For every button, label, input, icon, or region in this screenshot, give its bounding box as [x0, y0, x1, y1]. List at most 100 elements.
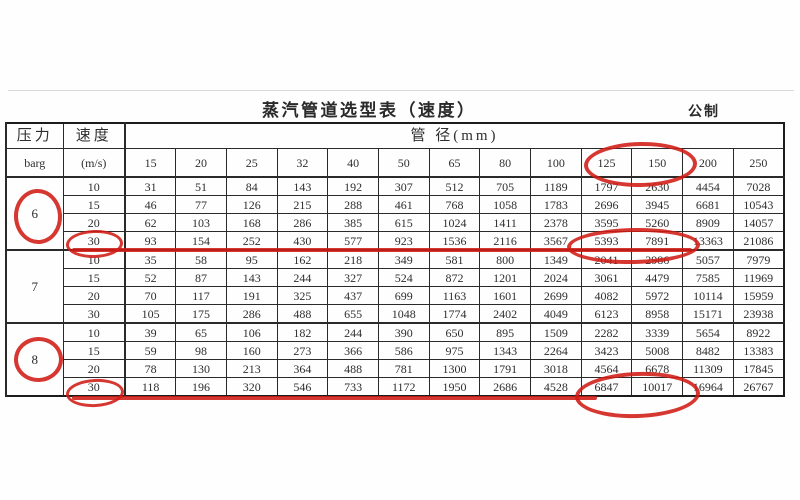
value-cell: 488 [276, 304, 329, 324]
speed-cell: 20 [62, 359, 126, 378]
value-cell: 244 [276, 268, 329, 287]
value-cell: 8958 [631, 304, 684, 324]
value-cell: 6678 [631, 359, 684, 378]
value-cell: 1189 [530, 176, 582, 196]
value-cell: 7585 [682, 268, 734, 287]
value-cell: 26767 [732, 377, 785, 397]
diameter-header-250: 250 [732, 148, 785, 178]
value-cell: 14057 [732, 213, 785, 232]
value-cell: 175 [175, 304, 227, 324]
value-cell: 488 [327, 359, 379, 378]
value-cell: 6123 [580, 304, 633, 324]
value-cell: 35 [124, 249, 177, 269]
value-cell: 244 [327, 322, 379, 342]
steam-pipe-sizing-table: 压力 速度 管 径(mm) barg (m/s) 15 20 25 32 40 50 65 8… [5, 122, 785, 397]
value-cell: 51 [175, 176, 227, 196]
value-cell: 15959 [732, 286, 785, 305]
value-cell: 655 [327, 304, 379, 324]
value-cell: 17845 [732, 359, 785, 378]
value-cell: 10114 [682, 286, 734, 305]
value-cell: 7028 [732, 176, 785, 196]
value-cell: 1300 [428, 359, 481, 378]
value-cell: 288 [327, 195, 379, 214]
speed-cell: 10 [62, 322, 126, 342]
value-cell: 11309 [682, 359, 734, 378]
value-cell: 39 [124, 322, 177, 342]
value-cell: 5972 [631, 286, 684, 305]
value-cell: 215 [276, 195, 329, 214]
value-cell: 1791 [479, 359, 531, 378]
value-cell: 1601 [479, 286, 531, 305]
table-row: 20 70 117 191 325 437 699 1163 1601 2699 4082 5972 1… [6, 286, 785, 305]
value-cell: 800 [479, 249, 531, 269]
value-cell: 168 [225, 213, 278, 232]
table-row: 30 118 196 320 546 733 1172 1950 2686 4528 6847 100… [6, 377, 785, 397]
value-cell: 4454 [682, 176, 734, 196]
value-cell: 87 [175, 268, 227, 287]
value-cell: 78 [124, 359, 177, 378]
value-cell: 615 [377, 213, 430, 232]
value-cell: 3945 [631, 195, 684, 214]
speed-cell: 20 [62, 213, 126, 232]
value-cell: 1172 [377, 377, 430, 397]
value-cell: 385 [327, 213, 379, 232]
value-cell: 512 [428, 176, 481, 196]
value-cell: 6847 [580, 377, 633, 397]
value-cell: 84 [225, 176, 278, 196]
value-cell: 307 [377, 176, 430, 196]
value-cell: 320 [225, 377, 278, 397]
value-cell: 781 [377, 359, 430, 378]
value-cell: 768 [428, 195, 481, 214]
diameter-header-200: 200 [682, 148, 734, 178]
speed-cell: 30 [62, 377, 126, 397]
value-cell: 13383 [732, 341, 785, 360]
diameter-header-32: 32 [276, 148, 329, 178]
value-cell: 5654 [682, 322, 734, 342]
table-row: 15 59 98 160 273 366 586 975 1343 2264 3423 5008 848… [6, 341, 785, 360]
value-cell: 1024 [428, 213, 481, 232]
value-cell: 59 [124, 341, 177, 360]
table-row: 30 93 154 252 430 577 923 1536 2116 3567 5393 7891 1… [6, 231, 785, 251]
value-cell: 273 [276, 341, 329, 360]
value-cell: 390 [377, 322, 430, 342]
value-cell: 437 [327, 286, 379, 305]
value-cell: 21086 [732, 231, 785, 251]
value-cell: 895 [479, 322, 531, 342]
diameter-header-100: 100 [530, 148, 582, 178]
value-cell: 65 [175, 322, 227, 342]
pressure-header: 压力 [5, 122, 64, 149]
speed-cell: 15 [62, 268, 126, 287]
value-cell: 2699 [530, 286, 582, 305]
table-row: 6 10 31 51 84 143 192 307 512 705 1189 1797 2630 4454… [5, 176, 785, 251]
value-cell: 1411 [479, 213, 531, 232]
value-cell: 2378 [530, 213, 582, 232]
value-cell: 650 [428, 322, 481, 342]
value-cell: 349 [377, 249, 430, 269]
value-cell: 286 [276, 213, 329, 232]
value-cell: 8922 [732, 322, 785, 342]
value-cell: 524 [377, 268, 430, 287]
value-cell: 1058 [479, 195, 531, 214]
value-cell: 3061 [580, 268, 633, 287]
value-cell: 143 [276, 176, 329, 196]
value-cell: 7979 [732, 249, 785, 269]
speed-unit: (m/s) [62, 148, 126, 178]
value-cell: 2402 [479, 304, 531, 324]
value-cell: 581 [428, 249, 481, 269]
table-row: 20 62 103 168 286 385 615 1024 1411 2378 3595 5260 8… [6, 213, 785, 232]
diameter-header-80: 80 [479, 148, 531, 178]
value-cell: 1783 [530, 195, 582, 214]
value-cell: 286 [225, 304, 278, 324]
diameter-header-65: 65 [428, 148, 481, 178]
value-cell: 1048 [377, 304, 430, 324]
speed-cell: 15 [62, 195, 126, 214]
value-cell: 192 [327, 176, 379, 196]
value-cell: 2282 [580, 322, 633, 342]
value-cell: 162 [276, 249, 329, 269]
value-cell: 196 [175, 377, 227, 397]
value-cell: 118 [124, 377, 177, 397]
value-cell: 103 [175, 213, 227, 232]
value-cell: 705 [479, 176, 531, 196]
pressure-unit: barg [5, 148, 64, 178]
value-cell: 213 [225, 359, 278, 378]
